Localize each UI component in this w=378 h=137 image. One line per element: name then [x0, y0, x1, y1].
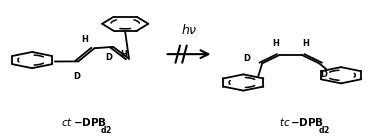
- Text: $\mathbf{d2}$: $\mathbf{d2}$: [101, 124, 113, 135]
- Text: D: D: [73, 72, 80, 81]
- Text: D: D: [320, 70, 327, 79]
- Text: $\mathbf{-DPB}$: $\mathbf{-DPB}$: [290, 116, 324, 128]
- Text: D: D: [105, 53, 112, 62]
- Text: H: H: [303, 39, 310, 48]
- Text: $\it{tc}$: $\it{tc}$: [279, 116, 290, 128]
- Text: $h\nu$: $h\nu$: [181, 23, 197, 37]
- Text: $\it{ct}$: $\it{ct}$: [60, 116, 73, 128]
- Text: D: D: [244, 54, 251, 63]
- Text: $\mathbf{-DPB}$: $\mathbf{-DPB}$: [73, 116, 107, 128]
- Text: H: H: [82, 35, 88, 44]
- Text: $\mathbf{d2}$: $\mathbf{d2}$: [318, 124, 330, 135]
- Text: H: H: [120, 50, 127, 59]
- Text: H: H: [272, 39, 279, 48]
